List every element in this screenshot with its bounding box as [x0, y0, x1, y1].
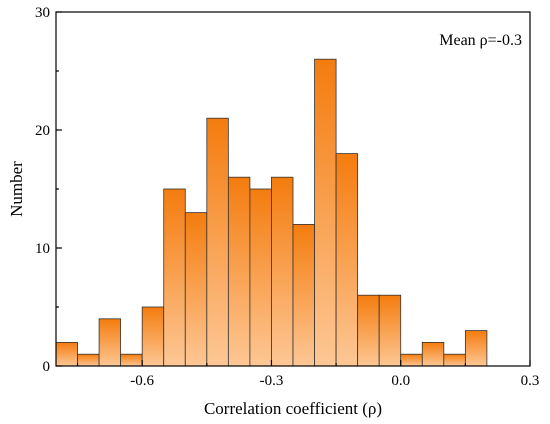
histogram-bar	[378, 294, 402, 367]
histogram-bar	[206, 117, 229, 367]
y-axis-label: Number	[7, 161, 26, 217]
histogram-bar	[163, 188, 186, 367]
histogram-bar	[421, 341, 445, 367]
histogram-bar	[464, 330, 488, 367]
histogram-bar	[141, 306, 165, 367]
y-tick-label: 30	[35, 5, 50, 21]
histogram-bar	[184, 212, 208, 367]
histogram-bar	[271, 176, 294, 367]
histogram-bar	[55, 341, 78, 367]
histogram-bar	[314, 58, 337, 367]
histogram-bar	[443, 353, 466, 367]
histogram-bar	[227, 176, 251, 367]
ticks-group: -0.6 -0.3 0.0 0.3 0 10 20 30	[35, 5, 539, 389]
bars-group	[55, 58, 488, 367]
x-tick-label: -0.6	[130, 373, 154, 389]
histogram-bar	[335, 153, 359, 367]
mean-annotation: Mean ρ=-0.3	[439, 32, 522, 49]
histogram-bar	[400, 353, 423, 367]
x-axis-label: Correlation coefficient (ρ)	[204, 399, 382, 418]
x-tick-label: -0.3	[260, 373, 284, 389]
y-tick-label: 10	[35, 241, 50, 257]
histogram-bar	[249, 188, 272, 367]
histogram-bar	[77, 353, 100, 367]
x-tick-label: 0.3	[521, 373, 540, 389]
histogram-bar	[98, 318, 122, 367]
y-tick-label: 20	[35, 123, 50, 139]
y-tick-label: 0	[43, 359, 51, 375]
histogram-bar	[292, 223, 315, 367]
x-tick-label: 0.0	[391, 373, 410, 389]
histogram-bar	[120, 353, 143, 367]
histogram-bar	[357, 294, 380, 367]
